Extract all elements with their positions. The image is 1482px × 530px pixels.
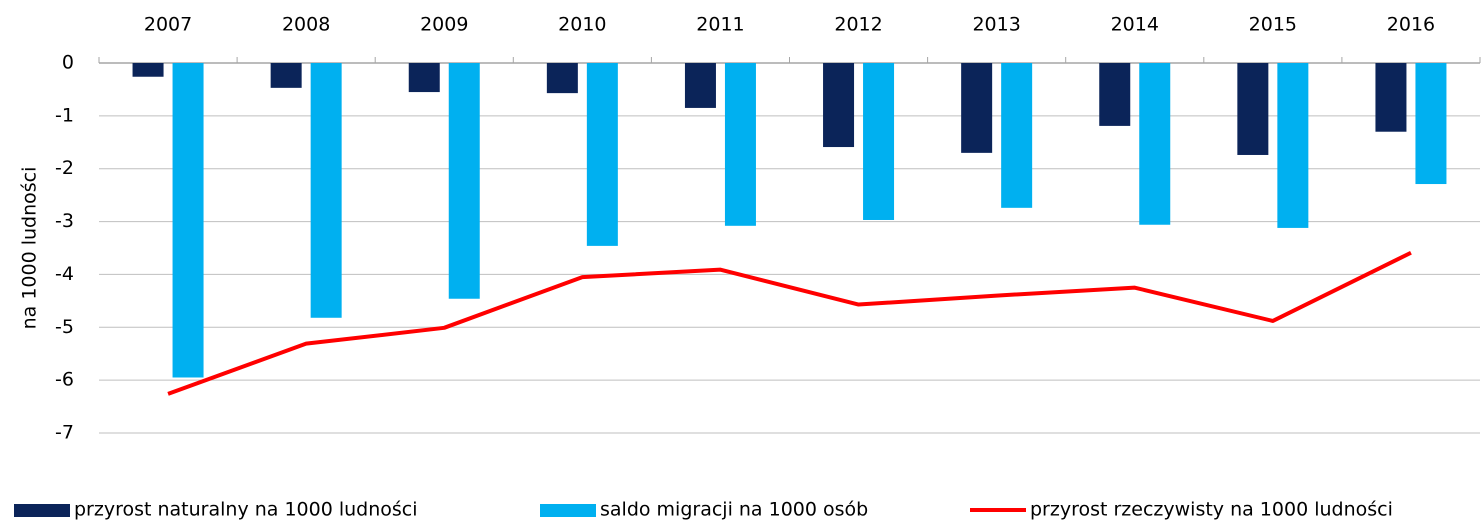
- bar: [1237, 63, 1269, 155]
- bar: [1415, 63, 1447, 185]
- bar: [310, 63, 342, 318]
- y-tick-label: -3: [55, 210, 74, 232]
- bar: [684, 63, 716, 108]
- bar: [1099, 63, 1131, 126]
- bar: [132, 63, 164, 77]
- bar: [172, 63, 204, 378]
- x-tick-label: 2009: [420, 14, 468, 36]
- legend-label: przyrost naturalny na 1000 ludności: [74, 499, 418, 521]
- x-tick-label: 2015: [1249, 14, 1297, 36]
- bar: [1277, 63, 1309, 228]
- bar: [448, 63, 480, 299]
- x-tick-label: 2010: [558, 14, 606, 36]
- x-tick-label: 2007: [144, 14, 192, 36]
- bar: [546, 63, 578, 94]
- y-tick-label: -7: [55, 422, 74, 444]
- y-tick-label: -4: [55, 263, 74, 285]
- bar: [961, 63, 993, 153]
- bar: [270, 63, 302, 88]
- legend-swatch: [14, 504, 70, 517]
- y-tick-label: -1: [55, 104, 74, 126]
- bar: [408, 63, 440, 93]
- x-tick-label: 2014: [1111, 14, 1159, 36]
- bar: [1001, 63, 1033, 208]
- legend-swatch: [540, 504, 596, 517]
- y-tick-label: -2: [55, 157, 74, 179]
- x-tick-label: 2011: [696, 14, 744, 36]
- y-tick-label: -5: [55, 316, 74, 338]
- y-tick-label: -6: [55, 369, 74, 391]
- y-tick-label: 0: [62, 52, 74, 74]
- x-tick-label: 2012: [834, 14, 882, 36]
- legend-label: saldo migracji na 1000 osób: [600, 499, 868, 521]
- bar: [863, 63, 895, 220]
- x-tick-label: 2013: [972, 14, 1020, 36]
- bar: [724, 63, 756, 226]
- y-axis-label: na 1000 ludności: [19, 167, 41, 330]
- line: [167, 250, 1412, 396]
- legend-label: przyrost rzeczywisty na 1000 ludności: [1030, 499, 1393, 521]
- bar: [586, 63, 618, 246]
- bar: [823, 63, 855, 148]
- x-tick-label: 2008: [282, 14, 330, 36]
- bar: [1139, 63, 1171, 225]
- x-tick-label: 2016: [1387, 14, 1435, 36]
- bar: [1375, 63, 1407, 132]
